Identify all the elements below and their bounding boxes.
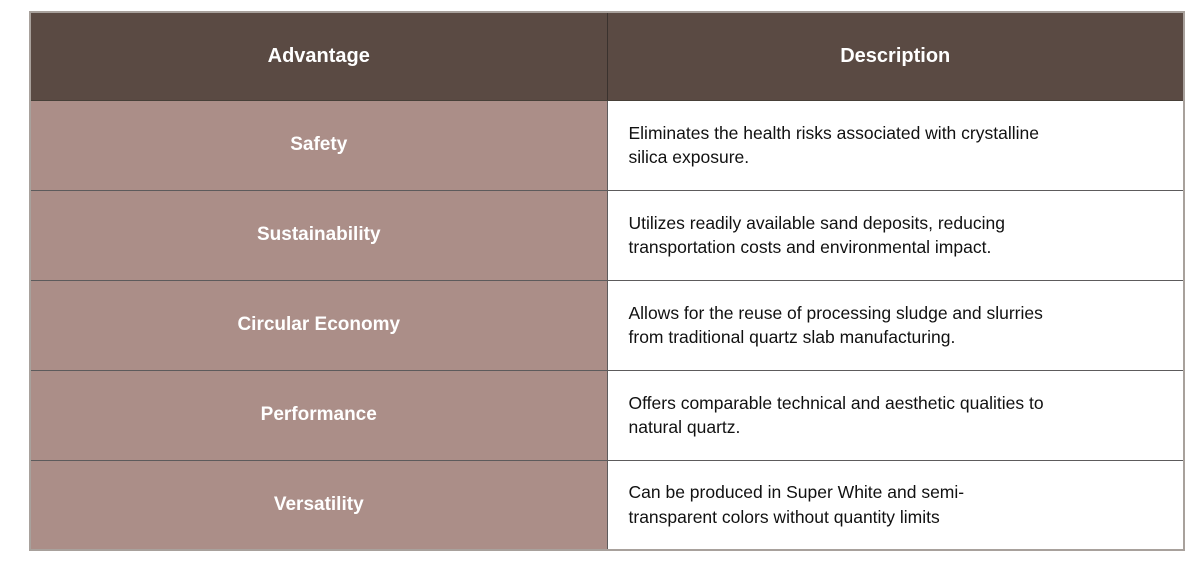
advantage-cell: Safety: [29, 99, 608, 191]
advantages-table: Advantage Description Safety Eliminates …: [29, 11, 1185, 551]
table-header-row: Advantage Description: [29, 11, 1185, 101]
description-cell: Offers comparable technical and aestheti…: [606, 369, 1185, 461]
description-text: Offers comparable technical and aestheti…: [628, 392, 1044, 438]
column-header-advantage: Advantage: [29, 11, 608, 101]
table-row: Performance Offers comparable technical …: [29, 369, 1185, 461]
description-text: Can be produced in Super White and semi-…: [628, 482, 965, 527]
advantage-cell: Sustainability: [29, 189, 608, 281]
column-header-description: Description: [606, 11, 1185, 101]
advantage-cell: Circular Economy: [29, 279, 608, 371]
advantages-table-container: Advantage Description Safety Eliminates …: [29, 11, 1185, 551]
description-text: Allows for the reuse of processing sludg…: [628, 302, 1043, 348]
advantage-cell: Performance: [29, 369, 608, 461]
description-cell: Can be produced in Super White and semi-…: [606, 459, 1185, 551]
description-text: Utilizes readily available sand deposits…: [628, 212, 1005, 258]
description-cell: Allows for the reuse of processing sludg…: [606, 279, 1185, 371]
description-cell: Eliminates the health risks associated w…: [606, 99, 1185, 191]
table-row: Sustainability Utilizes readily availabl…: [29, 189, 1185, 281]
description-text: Eliminates the health risks associated w…: [628, 122, 1039, 168]
advantage-cell: Versatility: [29, 459, 608, 551]
table-row: Circular Economy Allows for the reuse of…: [29, 279, 1185, 371]
table-row: Versatility Can be produced in Super Whi…: [29, 459, 1185, 551]
table-row: Safety Eliminates the health risks assoc…: [29, 99, 1185, 191]
description-cell: Utilizes readily available sand deposits…: [606, 189, 1185, 281]
